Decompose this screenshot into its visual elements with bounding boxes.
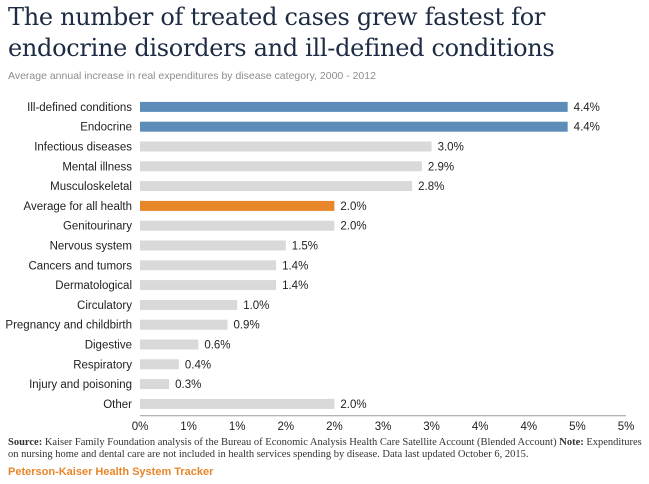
value-label: 4.4% xyxy=(574,102,600,114)
category-label: Nervous system xyxy=(50,241,132,253)
x-tick-label: 3% xyxy=(423,421,440,430)
bar xyxy=(140,260,277,271)
category-label: Mental illness xyxy=(62,161,132,173)
bar xyxy=(140,240,286,251)
value-label: 2.9% xyxy=(428,161,454,173)
x-tick-label: 0% xyxy=(132,421,149,430)
value-label: 1.0% xyxy=(243,300,269,312)
x-tick-label: 1% xyxy=(180,421,197,430)
x-tick-label: 3% xyxy=(375,421,392,430)
x-tick-label: 2% xyxy=(326,421,343,430)
value-label: 3.0% xyxy=(438,142,464,154)
value-label: 1.4% xyxy=(282,260,308,272)
bars-group: Ill-defined conditions 4.4% Endocrine 4.4% I… xyxy=(5,101,600,411)
note-label: Note: xyxy=(559,437,584,448)
x-tick-label: 5% xyxy=(569,421,586,430)
note-text: Expenditures on nursing home and dental … xyxy=(8,437,642,460)
bar xyxy=(140,280,277,291)
category-label: Pregnancy and childbirth xyxy=(5,320,132,332)
x-axis: 0% 1% 1% 2% 2% 3% 3% 4% 4% 5% 5% xyxy=(132,415,635,430)
category-label: Digestive xyxy=(85,340,132,352)
value-label: 0.6% xyxy=(204,340,230,352)
bar xyxy=(140,359,179,370)
bar xyxy=(140,398,335,409)
source-note: Source: Kaiser Family Foundation analysi… xyxy=(8,437,644,461)
bar xyxy=(140,339,199,350)
brand-name: Peterson-Kaiser Health System Tracker xyxy=(8,466,214,478)
value-label: 2.8% xyxy=(418,181,444,193)
x-tick-label: 4% xyxy=(520,421,537,430)
value-label: 0.3% xyxy=(175,379,201,391)
bar xyxy=(140,200,335,211)
bar-chart: Ill-defined conditions 4.4% Endocrine 4.4% I… xyxy=(5,101,635,430)
bar xyxy=(140,141,432,152)
source-text: Kaiser Family Foundation analysis of the… xyxy=(44,437,557,448)
bar xyxy=(140,121,568,132)
chart-subtitle: Average annual increase in real expendit… xyxy=(8,70,376,82)
category-label: Injury and poisoning xyxy=(29,379,132,391)
value-label: 1.5% xyxy=(292,241,318,253)
category-label: Average for all health xyxy=(24,201,132,213)
category-label: Cancers and tumors xyxy=(28,260,132,272)
chart-title: The number of treated cases grew fastest… xyxy=(8,3,555,62)
category-label: Infectious diseases xyxy=(34,142,132,154)
value-label: 4.4% xyxy=(574,122,600,134)
category-label: Ill-defined conditions xyxy=(27,102,132,114)
bar xyxy=(140,181,413,192)
bar xyxy=(140,220,335,231)
value-label: 2.0% xyxy=(340,201,366,213)
bar xyxy=(140,299,238,310)
bar xyxy=(140,161,422,172)
category-label: Dermatological xyxy=(55,280,132,292)
x-tick-label: 4% xyxy=(472,421,489,430)
x-tick-label: 1% xyxy=(229,421,246,430)
bar xyxy=(140,379,170,390)
category-label: Other xyxy=(103,399,132,411)
category-label: Respiratory xyxy=(73,359,132,371)
category-label: Endocrine xyxy=(80,122,132,134)
value-label: 2.0% xyxy=(340,221,366,233)
value-label: 0.4% xyxy=(185,359,211,371)
category-label: Musculoskeletal xyxy=(50,181,132,193)
value-label: 1.4% xyxy=(282,280,308,292)
x-tick-label: 2% xyxy=(277,421,294,430)
category-label: Genitourinary xyxy=(63,221,132,233)
bar xyxy=(140,101,568,112)
bar xyxy=(140,319,228,330)
source-label: Source: xyxy=(8,437,43,448)
value-label: 0.9% xyxy=(233,320,259,332)
value-label: 2.0% xyxy=(340,399,366,411)
category-label: Circulatory xyxy=(77,300,132,312)
x-tick-label: 5% xyxy=(618,421,635,430)
